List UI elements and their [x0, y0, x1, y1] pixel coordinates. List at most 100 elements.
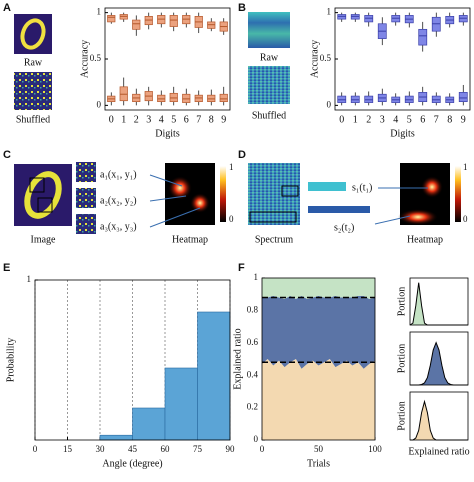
x-tick-label: 8 [447, 114, 452, 125]
formula: s₁(t₁) [352, 182, 372, 193]
panel-letter: B [238, 2, 246, 14]
image-label: Raw [24, 57, 43, 68]
x-tick-label: 90 [226, 444, 236, 454]
axes-frame [409, 331, 469, 386]
axes-frame [334, 7, 471, 111]
formula: s₂(t₂) [334, 222, 354, 233]
x-tick-label: 0 [109, 114, 114, 125]
patch [76, 214, 96, 234]
x-tick-label: 3 [146, 114, 151, 125]
x-tick-label: 7 [434, 114, 439, 125]
x-tick-label: 75 [193, 444, 203, 454]
x-tick-label: 1 [121, 114, 126, 125]
colorbar [455, 166, 461, 222]
y-tick-label: 0.4 [247, 369, 259, 379]
spectrum [248, 163, 300, 225]
connector [149, 207, 201, 228]
y-tick-label: 1 [327, 7, 332, 17]
y-tick-label: 0 [97, 99, 102, 109]
x-tick-label: 45 [128, 444, 138, 454]
panel-letter: A [3, 2, 11, 14]
image-label: Shuffled [16, 114, 50, 125]
bar [132, 407, 166, 441]
x-tick-label: 50 [314, 444, 324, 454]
image-label: Heatmap [172, 234, 208, 245]
formula: a₃(x₃, y₃) [100, 221, 137, 232]
axes-frame [104, 7, 231, 111]
patch-box [249, 211, 297, 223]
y-tick-label: 1 [254, 272, 259, 282]
bar [99, 434, 133, 441]
box [169, 15, 178, 27]
digit-stroke [20, 18, 46, 50]
connector [374, 215, 411, 225]
image-label: Raw [260, 52, 279, 63]
y-axis-label: Portion [396, 401, 407, 430]
x-tick-label: 5 [407, 114, 412, 125]
hotspot [421, 176, 443, 198]
hotspot [398, 209, 438, 225]
box [458, 92, 468, 103]
x-tick-label: 4 [393, 114, 398, 125]
colorbar [220, 166, 226, 222]
axes-frame [409, 277, 469, 326]
y-tick-label: 0.2 [247, 402, 258, 412]
x-tick-label: 2 [366, 114, 371, 125]
panel-letter: C [3, 149, 11, 161]
area [262, 295, 375, 369]
patch [76, 188, 96, 208]
panel-letter: F [238, 262, 245, 274]
x-tick-label: 5 [171, 114, 176, 125]
y-tick-label: 0.6 [247, 337, 259, 347]
patch-box [29, 177, 45, 193]
colorbar-label: 1 [463, 162, 468, 172]
segment [308, 182, 346, 191]
x-tick-label: 2 [134, 114, 139, 125]
y-axis-label: Portion [396, 344, 407, 373]
box [219, 93, 228, 103]
patch-box [281, 185, 299, 197]
colorbar-label: 1 [229, 162, 234, 172]
formula: a₁(x₁, y₁) [100, 169, 137, 180]
y-axis-label: Explained ratio [232, 328, 243, 389]
y-axis-label: Portion [396, 287, 407, 316]
x-tick-label: 6 [184, 114, 189, 125]
x-tick-label: 7 [196, 114, 201, 125]
y-axis-label: Accuracy [79, 40, 90, 78]
formula: a₂(x₂, y₂) [100, 195, 137, 206]
box [418, 28, 428, 46]
box [132, 19, 141, 30]
x-tick-label: 60 [161, 444, 171, 454]
density-fill [410, 342, 468, 385]
x-tick-label: 9 [461, 114, 466, 125]
x-tick-label: 8 [209, 114, 214, 125]
panel-letter: E [3, 262, 10, 274]
image-label: Image [31, 234, 57, 245]
y-tick-label: 0.5 [90, 53, 102, 63]
x-tick-label: 100 [368, 444, 382, 454]
y-tick-label: 0 [327, 99, 332, 109]
x-tick-label: 0 [33, 444, 38, 454]
raw-image [248, 12, 290, 48]
connector [149, 195, 187, 202]
y-tick-label: 1 [27, 274, 32, 284]
colorbar-label: 0 [463, 214, 468, 224]
x-axis-label: Trials [307, 458, 330, 469]
shuffled-image [14, 72, 52, 110]
x-axis-label: Digits [155, 128, 180, 139]
x-tick-label: 1 [353, 114, 358, 125]
panel-letter: D [238, 149, 246, 161]
x-tick-label: 9 [221, 114, 226, 125]
area [262, 359, 375, 440]
area [262, 278, 375, 300]
x-axis-label: Digits [390, 128, 415, 139]
x-tick-label: 3 [380, 114, 385, 125]
x-tick-label: 30 [96, 444, 106, 454]
image-label: Heatmap [407, 234, 443, 245]
axes-frame [261, 277, 376, 441]
x-tick-label: 0 [339, 114, 344, 125]
patch [76, 162, 96, 182]
hotspot [190, 193, 210, 213]
image-label: Shuffled [252, 110, 286, 121]
